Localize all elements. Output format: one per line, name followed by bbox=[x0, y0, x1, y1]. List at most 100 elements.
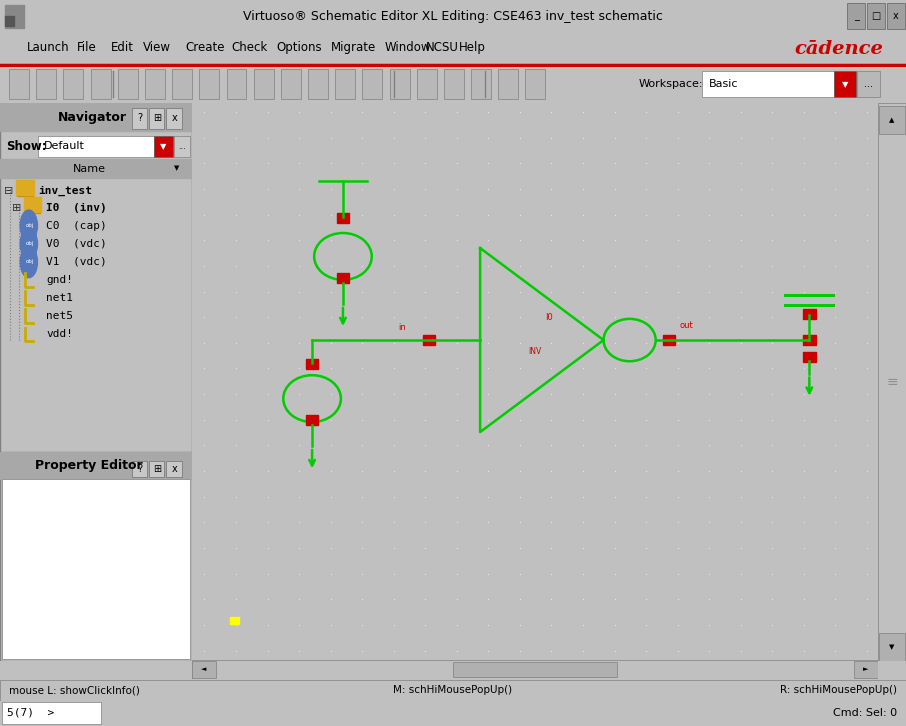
Point bbox=[702, 286, 717, 298]
Point bbox=[607, 619, 622, 631]
Text: □: □ bbox=[872, 12, 881, 21]
Point bbox=[796, 594, 811, 605]
Point bbox=[575, 260, 590, 272]
Point bbox=[418, 388, 432, 400]
Point bbox=[387, 645, 401, 656]
Point bbox=[639, 542, 653, 554]
Text: cādence: cādence bbox=[795, 41, 883, 58]
Point bbox=[670, 311, 685, 323]
Text: ⊟: ⊟ bbox=[4, 186, 14, 196]
Point bbox=[387, 286, 401, 298]
Text: out: out bbox=[679, 321, 693, 330]
Point bbox=[449, 440, 464, 452]
Point bbox=[260, 491, 275, 502]
Point bbox=[734, 568, 748, 579]
Point bbox=[418, 286, 432, 298]
Point bbox=[796, 542, 811, 554]
Text: Name: Name bbox=[73, 163, 106, 174]
Point bbox=[355, 234, 370, 246]
Point bbox=[796, 158, 811, 169]
Point bbox=[796, 414, 811, 425]
Bar bbox=[453, 662, 617, 677]
Text: V1  (vdc): V1 (vdc) bbox=[46, 257, 107, 267]
Point bbox=[575, 183, 590, 195]
Point bbox=[702, 645, 717, 656]
Point bbox=[639, 311, 653, 323]
Point bbox=[481, 645, 496, 656]
Point bbox=[198, 286, 212, 298]
Point bbox=[734, 286, 748, 298]
Point bbox=[260, 337, 275, 348]
Point bbox=[796, 388, 811, 400]
Text: ≡: ≡ bbox=[886, 375, 898, 389]
Point bbox=[860, 286, 874, 298]
Point bbox=[355, 542, 370, 554]
Point bbox=[323, 337, 338, 348]
Point bbox=[734, 260, 748, 272]
Point bbox=[355, 260, 370, 272]
Point bbox=[607, 388, 622, 400]
Point bbox=[481, 363, 496, 375]
Text: ▼: ▼ bbox=[174, 166, 179, 171]
Point bbox=[513, 337, 527, 348]
Point bbox=[418, 209, 432, 221]
Point bbox=[323, 234, 338, 246]
Text: 5(7)  >: 5(7) > bbox=[7, 708, 54, 718]
Point bbox=[355, 594, 370, 605]
Point bbox=[702, 260, 717, 272]
Point bbox=[355, 132, 370, 144]
Point bbox=[828, 440, 843, 452]
Point bbox=[260, 209, 275, 221]
Point bbox=[575, 234, 590, 246]
Point bbox=[513, 542, 527, 554]
Text: ⊞: ⊞ bbox=[153, 113, 161, 123]
Point bbox=[228, 209, 243, 221]
Point bbox=[198, 158, 212, 169]
Bar bbox=[174, 136, 190, 157]
Point bbox=[292, 414, 306, 425]
Point bbox=[260, 183, 275, 195]
Point bbox=[323, 286, 338, 298]
Point bbox=[796, 260, 811, 272]
Bar bbox=[803, 335, 815, 345]
Point bbox=[607, 132, 622, 144]
Point bbox=[513, 260, 527, 272]
Text: Default: Default bbox=[44, 142, 85, 151]
Point bbox=[323, 440, 338, 452]
Point bbox=[449, 568, 464, 579]
Text: Launch: Launch bbox=[27, 41, 70, 54]
Point bbox=[765, 568, 779, 579]
Point bbox=[418, 132, 432, 144]
Point bbox=[292, 491, 306, 502]
Point bbox=[387, 337, 401, 348]
Point bbox=[323, 311, 338, 323]
Point bbox=[860, 465, 874, 477]
Point bbox=[418, 645, 432, 656]
Bar bbox=[471, 69, 491, 99]
Point bbox=[355, 414, 370, 425]
Point bbox=[765, 594, 779, 605]
Point bbox=[228, 619, 243, 631]
Point bbox=[260, 619, 275, 631]
Point bbox=[765, 132, 779, 144]
Point bbox=[702, 337, 717, 348]
Point bbox=[355, 363, 370, 375]
Point bbox=[860, 645, 874, 656]
Bar bbox=[887, 3, 905, 29]
Point bbox=[228, 234, 243, 246]
Point bbox=[292, 311, 306, 323]
Point bbox=[545, 337, 559, 348]
Bar bbox=[525, 69, 545, 99]
Point bbox=[670, 132, 685, 144]
Point bbox=[198, 594, 212, 605]
Point bbox=[702, 542, 717, 554]
Point bbox=[323, 542, 338, 554]
Point bbox=[323, 209, 338, 221]
Text: in: in bbox=[398, 323, 406, 332]
Point bbox=[860, 260, 874, 272]
Point bbox=[198, 106, 212, 118]
Point bbox=[607, 542, 622, 554]
Point bbox=[639, 132, 653, 144]
Point bbox=[323, 517, 338, 529]
Point bbox=[355, 440, 370, 452]
